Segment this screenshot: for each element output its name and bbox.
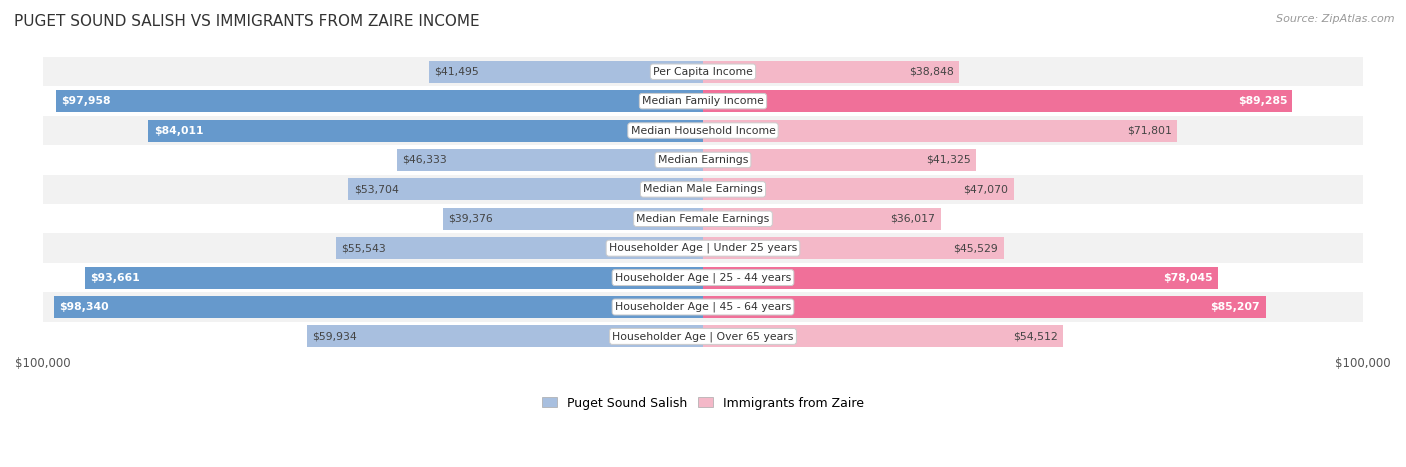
Bar — [349, 178, 703, 200]
Text: Median Family Income: Median Family Income — [643, 96, 763, 106]
Bar — [703, 237, 1004, 259]
Bar — [703, 120, 1177, 142]
Bar — [703, 61, 959, 83]
Bar — [53, 296, 703, 318]
Text: Householder Age | Over 65 years: Householder Age | Over 65 years — [612, 331, 794, 342]
Bar — [42, 145, 1364, 175]
Text: $45,529: $45,529 — [953, 243, 998, 253]
Text: $85,207: $85,207 — [1211, 302, 1260, 312]
Text: Householder Age | Under 25 years: Householder Age | Under 25 years — [609, 243, 797, 254]
Bar — [703, 325, 1063, 347]
Text: $38,848: $38,848 — [910, 67, 955, 77]
Text: Median Earnings: Median Earnings — [658, 155, 748, 165]
Text: $78,045: $78,045 — [1163, 273, 1213, 283]
Text: Median Female Earnings: Median Female Earnings — [637, 214, 769, 224]
Text: $59,934: $59,934 — [312, 332, 357, 341]
Bar — [149, 120, 703, 142]
Bar — [42, 234, 1364, 263]
Text: $89,285: $89,285 — [1237, 96, 1286, 106]
Bar — [703, 90, 1292, 112]
Bar — [703, 267, 1218, 289]
Text: $93,661: $93,661 — [90, 273, 139, 283]
Text: $98,340: $98,340 — [59, 302, 108, 312]
Bar — [703, 208, 941, 230]
Bar — [443, 208, 703, 230]
Text: Median Household Income: Median Household Income — [630, 126, 776, 135]
Bar — [703, 178, 1014, 200]
Text: Source: ZipAtlas.com: Source: ZipAtlas.com — [1277, 14, 1395, 24]
Bar — [42, 292, 1364, 322]
Bar — [703, 296, 1265, 318]
Text: $54,512: $54,512 — [1012, 332, 1057, 341]
Bar — [42, 57, 1364, 86]
Text: Median Male Earnings: Median Male Earnings — [643, 184, 763, 194]
Text: $71,801: $71,801 — [1126, 126, 1171, 135]
Bar — [42, 175, 1364, 204]
Bar — [56, 90, 703, 112]
Text: $41,495: $41,495 — [434, 67, 479, 77]
Text: $39,376: $39,376 — [449, 214, 494, 224]
Bar — [42, 263, 1364, 292]
Bar — [84, 267, 703, 289]
Text: Per Capita Income: Per Capita Income — [652, 67, 754, 77]
Text: $36,017: $36,017 — [890, 214, 935, 224]
Text: Householder Age | 25 - 44 years: Householder Age | 25 - 44 years — [614, 272, 792, 283]
Bar — [42, 116, 1364, 145]
Text: $97,958: $97,958 — [62, 96, 111, 106]
Text: $47,070: $47,070 — [963, 184, 1008, 194]
Bar — [308, 325, 703, 347]
Bar — [42, 204, 1364, 234]
Bar — [42, 322, 1364, 351]
Text: $41,325: $41,325 — [925, 155, 970, 165]
Text: Householder Age | 45 - 64 years: Householder Age | 45 - 64 years — [614, 302, 792, 312]
Bar — [42, 86, 1364, 116]
Text: $53,704: $53,704 — [354, 184, 399, 194]
Legend: Puget Sound Salish, Immigrants from Zaire: Puget Sound Salish, Immigrants from Zair… — [543, 396, 863, 410]
Text: $46,333: $46,333 — [402, 155, 447, 165]
Bar — [336, 237, 703, 259]
Text: $55,543: $55,543 — [342, 243, 387, 253]
Text: $84,011: $84,011 — [153, 126, 202, 135]
Text: PUGET SOUND SALISH VS IMMIGRANTS FROM ZAIRE INCOME: PUGET SOUND SALISH VS IMMIGRANTS FROM ZA… — [14, 14, 479, 29]
Bar — [429, 61, 703, 83]
Bar — [703, 149, 976, 171]
Bar — [396, 149, 703, 171]
